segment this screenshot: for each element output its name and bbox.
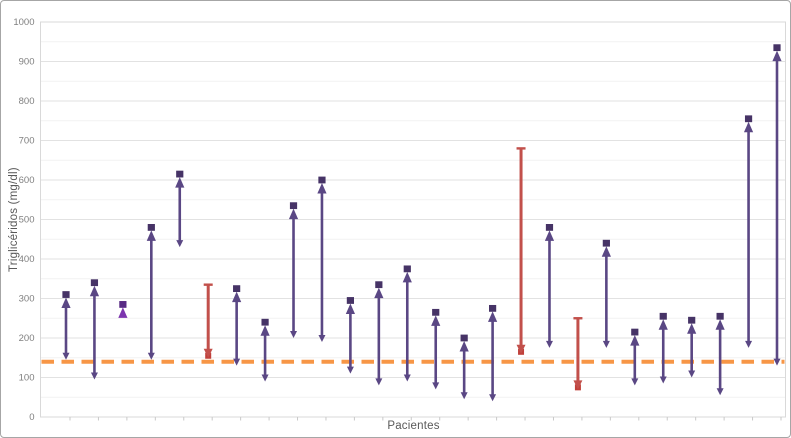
patient-9-arrow <box>288 202 299 339</box>
patient-8-arrow <box>260 318 270 382</box>
y-tick-label: 700 <box>19 136 35 147</box>
y-tick-label: 800 <box>19 96 35 107</box>
patient-4-arrow <box>146 224 156 360</box>
patient-24-arrow <box>715 312 725 396</box>
x-axis-title: Pacientes <box>387 420 440 432</box>
patient-6-arrow <box>203 283 213 359</box>
plot-border <box>40 21 786 418</box>
y-tick-label: 400 <box>19 254 35 265</box>
patient-7-arrow <box>232 285 242 366</box>
y-tick-label: 200 <box>19 333 35 344</box>
patient-19-arrow <box>573 317 583 391</box>
patient-21-arrow <box>630 328 640 386</box>
y-tick-label: 1000 <box>13 17 34 28</box>
patient-16-arrow <box>488 304 498 402</box>
patient-23-arrow <box>687 316 697 378</box>
y-tick-label: 100 <box>19 373 35 384</box>
patient-13-arrow <box>402 265 412 382</box>
y-tick-label: 500 <box>19 215 35 226</box>
y-axis-title: Triglicéridos (mg/dl) <box>8 167 20 272</box>
patient-5-arrow <box>175 170 185 248</box>
y-tick-label: 900 <box>19 57 35 68</box>
patient-10-arrow <box>317 176 327 342</box>
patient-22-arrow <box>658 312 668 384</box>
patient-2-arrow <box>89 279 100 380</box>
patient-12-arrow <box>374 281 384 386</box>
patient-18-arrow <box>544 224 555 348</box>
patient-1-arrow <box>61 291 71 360</box>
patient-3-arrow <box>118 301 128 318</box>
patient-17-arrow <box>516 147 526 355</box>
y-tick-label: 300 <box>19 294 35 305</box>
y-tick-label: 600 <box>19 175 35 186</box>
patient-14-arrow <box>431 308 441 390</box>
patient-11-arrow <box>345 297 355 374</box>
patient-26-arrow <box>772 44 782 366</box>
patient-15-arrow <box>459 334 469 400</box>
patient-20-arrow <box>601 239 611 348</box>
patient-25-arrow <box>743 115 754 348</box>
y-tick-label: 0 <box>29 412 34 423</box>
